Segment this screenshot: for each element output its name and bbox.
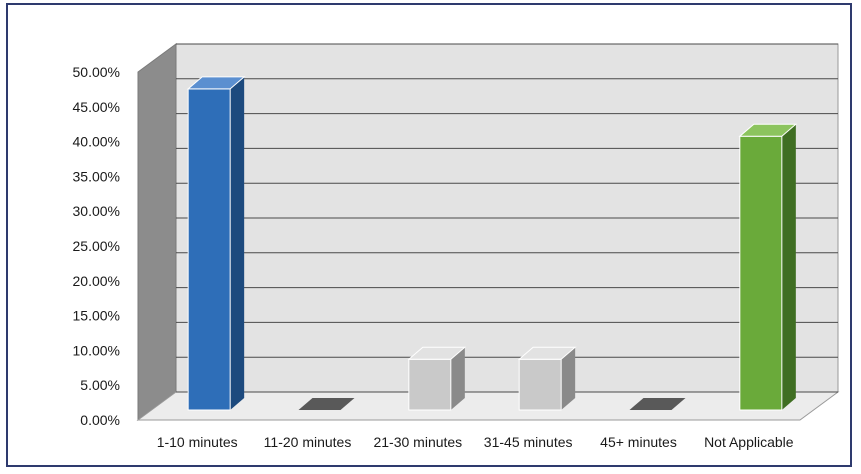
x-category-label: 1-10 minutes (157, 434, 238, 450)
bar-top (186, 76, 246, 90)
y-tick-label: 40.00% (73, 134, 120, 150)
x-category-label: Not Applicable (704, 434, 794, 450)
y-tick-label: 25.00% (73, 238, 120, 254)
side-wall (137, 43, 177, 421)
bar (518, 358, 562, 411)
bar-top (738, 123, 798, 137)
bar-top (517, 346, 577, 360)
y-tick-label: 30.00% (73, 203, 120, 219)
x-category-label: 45+ minutes (600, 434, 677, 450)
bar-side (561, 347, 576, 410)
bar (408, 358, 452, 411)
bar (187, 88, 231, 411)
y-tick-label: 10.00% (73, 342, 120, 358)
x-category-label: 21-30 minutes (373, 434, 462, 450)
bar-top (407, 346, 467, 360)
y-tick-label: 0.00% (80, 412, 120, 428)
y-tick-label: 20.00% (73, 273, 120, 289)
y-tick-label: 5.00% (80, 377, 120, 393)
x-category-label: 11-20 minutes (264, 434, 352, 450)
bar-side (781, 124, 796, 410)
bar-side (230, 76, 245, 411)
y-tick-label: 15.00% (73, 308, 120, 324)
x-category-label: 31-45 minutes (484, 434, 573, 450)
bar (739, 135, 783, 411)
bar-top (629, 398, 686, 410)
y-tick-label: 50.00% (73, 64, 120, 80)
bar-side (450, 347, 465, 410)
y-tick-label: 35.00% (73, 168, 120, 184)
bar-top (298, 398, 355, 410)
y-tick-label: 45.00% (73, 99, 120, 115)
